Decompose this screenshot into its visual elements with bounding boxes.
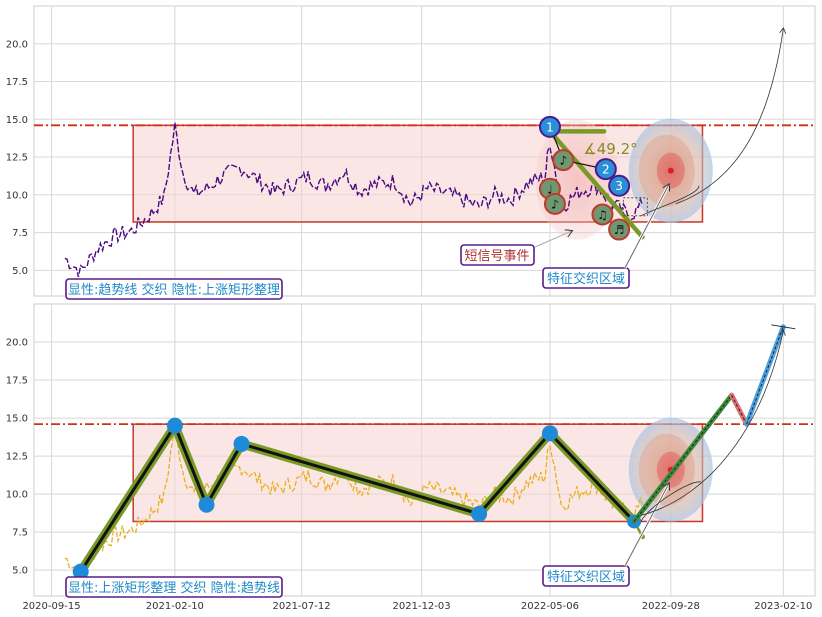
marker-label: ♩ <box>547 182 553 196</box>
top-legend-box <box>65 278 283 300</box>
y-tick-label: 20.0 <box>6 39 28 50</box>
signal-box <box>622 197 648 217</box>
marker-label: 2 <box>602 163 610 177</box>
projection-curve <box>675 29 784 205</box>
note-marker <box>543 192 566 215</box>
y-tick-label: 5.0 <box>12 566 28 577</box>
x-tick-label: 2022-05-06 <box>521 601 579 612</box>
signal-marker-3 <box>608 174 631 197</box>
feature-zone-box <box>542 267 630 289</box>
y-tick-label: 10.0 <box>6 190 28 201</box>
projection-segment-core <box>731 395 748 425</box>
top-panel: 5.07.510.012.515.017.520.0 123♪♩♪♫♬ ∡49.… <box>6 5 816 300</box>
y-tick-label: 15.0 <box>6 414 28 425</box>
feature-zone-label: 特征交织区域 <box>547 271 625 287</box>
bottom-y-tick-labels: 5.0 7.5 10.0 12.5 15.0 17.5 20.0 <box>6 338 28 577</box>
note-marker <box>608 218 631 241</box>
x-tick-labels: 2020-09-15 2021-02-10 2021-07-12 2021-12-03… <box>22 601 812 612</box>
y-tick-label: 17.5 <box>6 77 28 88</box>
projection-segment-core <box>633 394 733 522</box>
feature-zone-arrow <box>624 185 669 269</box>
note-marker <box>552 149 575 172</box>
marker-label: 3 <box>615 179 623 193</box>
zigzag-pivot <box>166 417 183 434</box>
marker-label: ♪ <box>551 197 559 211</box>
price-line <box>64 122 644 278</box>
x-tick-label: 2023-02-10 <box>754 601 812 612</box>
x-tick-label: 2021-02-10 <box>146 601 204 612</box>
x-tick-label: 2020-09-15 <box>22 601 80 612</box>
y-tick-label: 15.0 <box>6 115 28 126</box>
bottom-panel: 5.07.510.012.515.017.520.0 2020-09-15 202… <box>6 303 816 612</box>
angle-annotation: ∡49.2° <box>583 140 637 158</box>
target-point <box>667 167 674 174</box>
y-tick-label: 17.5 <box>6 376 28 387</box>
marker-label: 1 <box>546 120 554 134</box>
feature-zone-label: 特征交织区域 <box>547 569 625 585</box>
y-tick-label: 5.0 <box>12 266 28 277</box>
zigzag-pivot <box>233 435 250 452</box>
bottom-legend-box <box>65 576 283 598</box>
x-tick-label: 2021-12-03 <box>393 601 451 612</box>
zigzag-pivot <box>72 563 89 580</box>
price-line-faint <box>64 421 644 577</box>
short-signal-arrow <box>534 231 572 248</box>
marker-label: ♪ <box>559 154 567 168</box>
bottom-legend-text: 显性:上涨矩形整理 交织 隐性:趋势线 <box>68 580 280 596</box>
signal-marker-2 <box>594 158 617 181</box>
inner-curve <box>640 481 701 522</box>
bottom-legend: 显性:上涨矩形整理 交织 隐性:趋势线 <box>65 576 283 598</box>
marker-label: ♬ <box>614 223 625 237</box>
top-overlay <box>34 118 815 240</box>
feature-zone-arrow <box>624 484 669 567</box>
y-tick-label: 20.0 <box>6 338 28 349</box>
x-tick-label: 2021-07-12 <box>272 601 330 612</box>
projection-segment-core <box>746 326 784 425</box>
top-markers: 123♪♩♪♫♬ <box>538 115 631 241</box>
inner-curve <box>640 185 700 217</box>
marker-label: ♫ <box>597 208 608 222</box>
y-tick-label: 12.5 <box>6 153 28 164</box>
y-tick-label: 7.5 <box>12 228 28 239</box>
short-signal-label: 短信号事件 <box>464 249 529 264</box>
x-tick-label: 2022-09-28 <box>642 601 700 612</box>
zigzag-pivot <box>198 496 215 513</box>
note-marker <box>591 203 614 226</box>
feature-zone-box <box>542 565 630 587</box>
top-y-tick-labels: 5.0 7.5 10.0 12.5 15.0 17.5 20.0 <box>6 39 28 277</box>
projection-end-cap <box>771 324 796 330</box>
trend-line-down <box>547 129 645 240</box>
y-tick-label: 7.5 <box>12 528 28 539</box>
y-tick-label: 10.0 <box>6 490 28 501</box>
signal-marker-1 <box>538 115 561 138</box>
y-tick-label: 12.5 <box>6 452 28 463</box>
short-signal-box <box>460 244 535 266</box>
top-legend: 显性:趋势线 交织 隐性:上涨矩形整理 <box>65 278 283 300</box>
bottom-zigzag-series <box>64 324 796 580</box>
zigzag-pivot <box>471 505 488 522</box>
projection-curve <box>640 331 784 516</box>
top-legend-text: 显性:趋势线 交织 隐性:上涨矩形整理 <box>68 282 280 298</box>
zigzag-pivot <box>541 425 558 442</box>
